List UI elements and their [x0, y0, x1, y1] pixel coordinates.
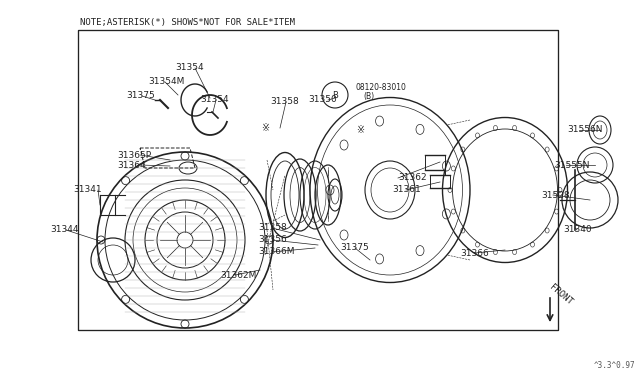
Text: 31362M: 31362M	[220, 270, 257, 279]
Text: ※: ※	[261, 123, 269, 133]
Text: 31341: 31341	[73, 186, 102, 195]
Text: 31358: 31358	[258, 224, 287, 232]
Bar	[78, 30, 558, 330]
Text: 31356: 31356	[258, 235, 287, 244]
Text: NOTE;ASTERISK(*) SHOWS*NOT FOR SALE*ITEM: NOTE;ASTERISK(*) SHOWS*NOT FOR SALE*ITEM	[80, 17, 295, 26]
Text: (B): (B)	[363, 93, 374, 102]
Text: B: B	[332, 90, 338, 99]
Text: 31362: 31362	[398, 173, 427, 183]
Bar	[78, 30, 558, 330]
Text: 31555N: 31555N	[554, 160, 589, 170]
Text: ^3.3^0.97: ^3.3^0.97	[593, 360, 635, 369]
Text: 31361: 31361	[392, 186, 420, 195]
Text: 08120-83010: 08120-83010	[355, 83, 406, 93]
Bar	[78, 30, 558, 330]
Text: 31354M: 31354M	[148, 77, 184, 87]
Text: FRONT: FRONT	[548, 283, 574, 307]
Text: 31354: 31354	[175, 64, 204, 73]
Text: 31350: 31350	[308, 96, 337, 105]
Text: 31556N: 31556N	[567, 125, 602, 135]
Text: 31366M: 31366M	[258, 247, 294, 257]
Text: ※: ※	[356, 125, 364, 135]
Text: 31364: 31364	[117, 160, 146, 170]
Text: 31375: 31375	[126, 92, 155, 100]
Text: 31365P: 31365P	[117, 151, 151, 160]
Text: 31375: 31375	[340, 244, 369, 253]
Text: 31366: 31366	[460, 248, 489, 257]
Text: 31528: 31528	[541, 190, 570, 199]
Text: 31358: 31358	[270, 97, 299, 106]
Text: 31344: 31344	[50, 225, 79, 234]
Text: 31340: 31340	[563, 225, 591, 234]
Text: 31354: 31354	[200, 96, 228, 105]
